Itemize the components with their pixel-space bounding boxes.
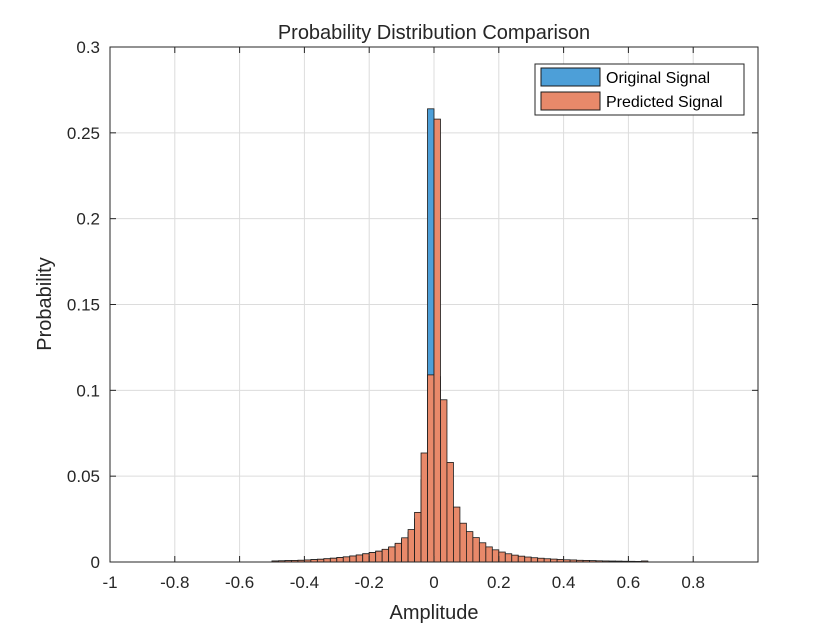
bar-predicted-signal [342,556,351,563]
bar-predicted-signal [446,462,454,563]
x-tick-label: -0.6 [225,573,254,592]
bar-predicted-signal [440,399,448,563]
ticks-layer: -1 -0.8 -0.6 -0.4 -0.2 0 0.2 0.4 0.6 0.8 0 0.05 0.1 0… [67,38,758,592]
bar-predicted-signal [524,556,532,563]
legend-swatch-original-signal [540,67,601,87]
bar-predicted-signal [485,546,493,563]
x-tick-label: 0.2 [487,573,511,592]
x-tick-label: -1 [102,573,117,592]
bars-layer [271,108,649,563]
bar-predicted-signal [517,555,526,563]
bar-predicted-signal [420,452,428,563]
bar-predicted-signal [498,551,506,563]
x-tick-label: 0.8 [681,573,705,592]
bar-predicted-signal [381,548,390,563]
chart-title: Probability Distribution Comparison [278,22,590,44]
bar-predicted-signal [388,546,396,563]
y-tick-label: 0.05 [67,467,100,486]
x-tick-label: -0.4 [290,573,319,592]
bar-predicted-signal [368,552,377,563]
bar-predicted-signal [537,557,545,563]
bar-predicted-signal [433,118,441,563]
legend-swatch-predicted-signal [540,91,601,111]
bar-predicted-signal [465,531,474,563]
bar-predicted-signal [336,557,344,563]
y-tick-label: 0 [91,553,100,572]
bar-predicted-signal [459,522,467,563]
x-tick-label: 0.6 [617,573,641,592]
legend-label-predicted-signal: Predicted Signal [606,94,723,111]
y-tick-label: 0.3 [76,38,100,57]
bar-predicted-signal [472,537,480,563]
legend-label-original-signal: Original Signal [606,70,710,87]
bar-predicted-signal [375,550,383,563]
bar-predicted-signal [478,542,487,563]
bar-predicted-signal [401,537,409,563]
bar-predicted-signal [407,529,415,563]
bar-predicted-signal [329,557,338,563]
bar-predicted-signal [453,506,461,563]
legend[interactable]: Original Signal Predicted Signal [534,63,745,116]
bar-predicted-signal [530,557,539,563]
y-tick-label: 0.15 [67,296,100,315]
bar-predicted-signal [504,553,513,563]
bar-predicted-signal [414,511,422,563]
y-tick-label: 0.1 [76,381,100,400]
bar-predicted-signal [349,555,357,563]
y-tick-label: 0.25 [67,124,100,143]
bar-predicted-signal [427,374,435,563]
bar-predicted-signal [491,549,500,563]
x-tick-label: -0.2 [355,573,384,592]
x-tick-label: -0.8 [160,573,189,592]
x-tick-label: 0 [429,573,438,592]
bar-predicted-signal [362,553,370,563]
x-axis-label: Amplitude [390,602,479,624]
bar-predicted-signal [394,542,402,563]
x-tick-label: 0.4 [552,573,576,592]
y-tick-label: 0.2 [76,210,100,229]
bar-predicted-signal [355,554,364,563]
bar-predicted-signal [511,554,519,563]
y-axis-label: Probability [34,257,56,350]
